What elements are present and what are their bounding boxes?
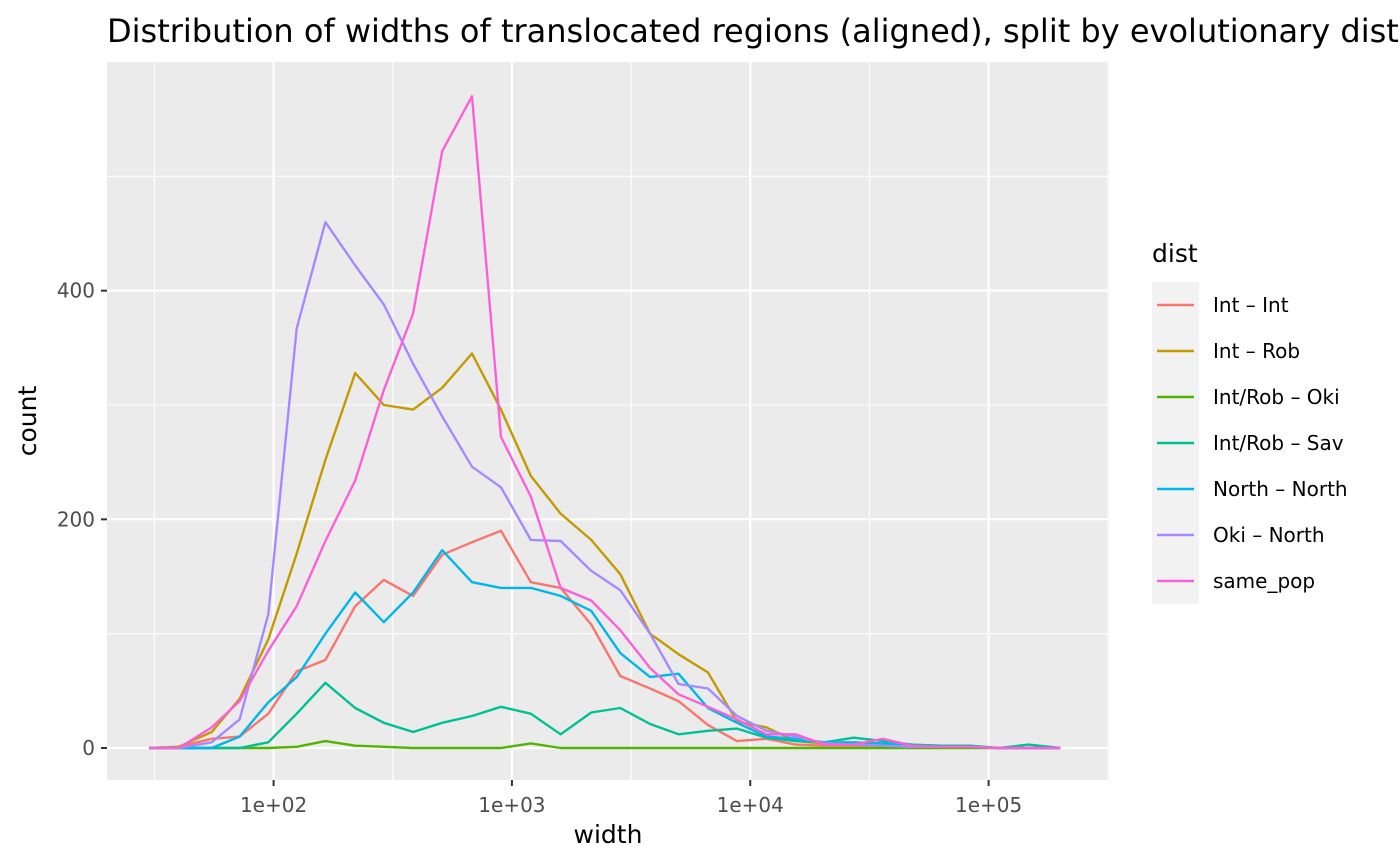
legend-label-north-north: North – North: [1213, 477, 1348, 501]
series-lines: [148, 95, 1061, 750]
legend-label-int-rob-sav: Int/Rob – Sav: [1213, 431, 1344, 455]
y-axis: 0 200 400: [57, 279, 107, 760]
x-axis-title: width: [574, 820, 643, 849]
x-tick-label: 1e+04: [717, 793, 784, 817]
major-gridlines: [107, 62, 1109, 780]
y-tick-label: 400: [57, 279, 95, 303]
series-line-same-pop: [149, 95, 1061, 750]
chart-title: Distribution of widths of translocated r…: [107, 12, 1400, 50]
x-tick-label: 1e+02: [240, 793, 307, 817]
y-tick-label: 200: [57, 507, 95, 531]
legend-label-int-int: Int – Int: [1213, 293, 1289, 317]
series-line-int-rob-oki: [149, 739, 1061, 750]
x-axis: 1e+02 1e+03 1e+04 1e+05: [240, 780, 1022, 817]
legend-label-int-rob: Int – Rob: [1213, 339, 1300, 363]
legend-label-oki-north: Oki – North: [1213, 523, 1325, 547]
x-tick-label: 1e+05: [955, 793, 1022, 817]
y-axis-title: count: [13, 386, 42, 457]
legend-title: dist: [1152, 239, 1198, 268]
legend: dist Int – Int Int – Rob Int/Rob – Oki Int/…: [1152, 239, 1348, 604]
y-tick-label: 0: [82, 736, 95, 760]
legend-label-int-rob-oki: Int/Rob – Oki: [1213, 385, 1340, 409]
series-line-oki-north: [149, 220, 1061, 750]
legend-label-same-pop: same_pop: [1213, 569, 1315, 593]
x-tick-label: 1e+03: [478, 793, 545, 817]
